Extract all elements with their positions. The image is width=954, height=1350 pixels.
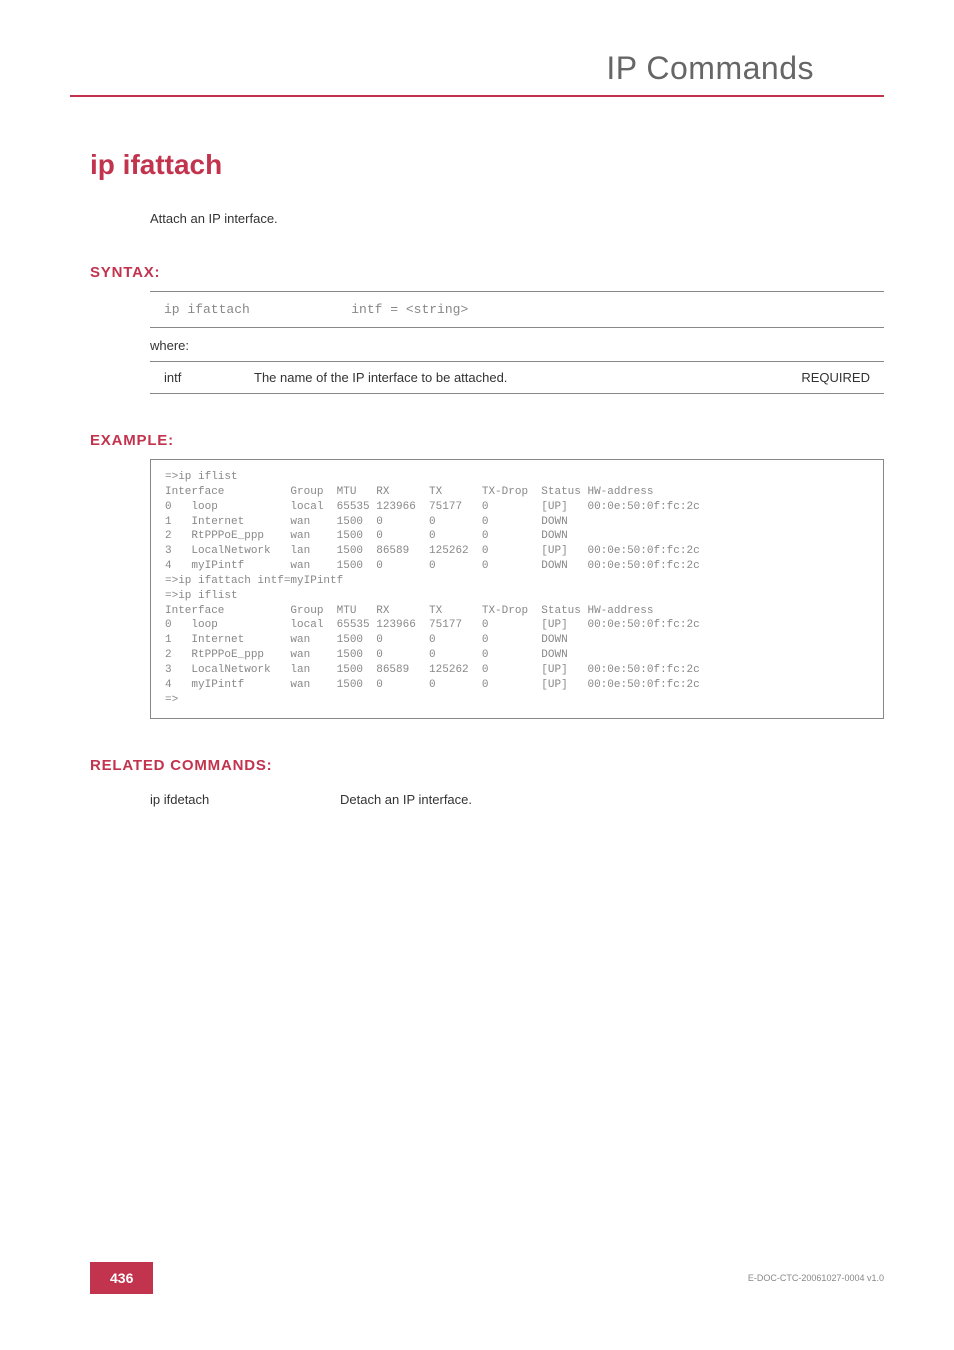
example-label: EXAMPLE: [90,432,884,449]
chapter-title: IP Commands [606,50,814,86]
example-box: =>ip iflist Interface Group MTU RX TX TX… [150,459,884,719]
param-name: intf [164,370,254,385]
command-title: ip ifattach [90,149,884,181]
page-number: 436 [90,1262,153,1294]
page-footer: 436 E-DOC-CTC-20061027-0004 v1.0 [0,1262,954,1294]
syntax-box: ip ifattach intf = <string> [150,291,884,328]
param-required: REQUIRED [750,370,870,385]
param-desc: The name of the IP interface to be attac… [254,370,750,385]
page-body: ip ifattach Attach an IP interface. SYNT… [0,149,954,807]
related-cmd: ip ifdetach [150,792,340,807]
related-desc: Detach an IP interface. [340,792,884,807]
syntax-where: where: [150,338,884,353]
syntax-param-row: intf The name of the IP interface to be … [150,361,884,394]
related-row: ip ifdetach Detach an IP interface. [150,792,884,807]
chapter-header: IP Commands [70,0,884,97]
doc-id: E-DOC-CTC-20061027-0004 v1.0 [748,1273,884,1283]
command-description: Attach an IP interface. [150,211,884,226]
syntax-label: SYNTAX: [90,264,884,281]
related-label: RELATED COMMANDS: [90,757,884,774]
